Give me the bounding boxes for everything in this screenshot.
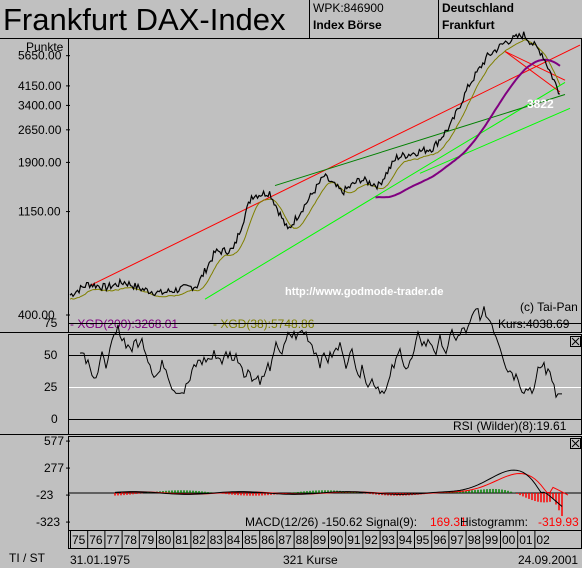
rsi-tick-label: 25: [44, 380, 58, 394]
rsi-tick-label: 0: [51, 412, 58, 426]
support-trendline: [204, 81, 566, 300]
x-tick-label: 94: [399, 533, 413, 547]
macd-plot-frame: [68, 436, 582, 531]
macd-line: [114, 469, 563, 507]
resistance-trendline: [89, 44, 581, 287]
x-tick-label: 97: [450, 533, 464, 547]
x-tick-label: 01: [519, 533, 533, 547]
count-label: 321 Kurse: [283, 553, 338, 567]
rsi-tick-label: 50: [44, 348, 58, 362]
macd-histogram-label: Histogramm:: [460, 515, 528, 529]
wpk-label: WPK:846900: [313, 1, 384, 15]
top-resistance-line: [504, 50, 566, 81]
main-plot-frame: [68, 38, 582, 333]
x-tick-label: 82: [192, 533, 206, 547]
macd-tick-label: 277: [44, 461, 64, 475]
y-tick-label: 3400.00: [18, 98, 62, 112]
x-tick-label: 91: [347, 533, 361, 547]
price-line: [69, 31, 561, 298]
rsi-line: [79, 306, 562, 399]
macd-tick-label: -323: [36, 515, 60, 529]
macd-tick-label: -23: [36, 488, 54, 502]
x-tick-label: 89: [313, 533, 327, 547]
channel-line: [274, 94, 566, 187]
rsi-close-icon[interactable]: [570, 336, 581, 347]
x-tick-label: 95: [416, 533, 430, 547]
y-axis-unit: Punkte: [26, 40, 64, 54]
rsi-plot-frame: [68, 334, 582, 435]
x-tick-label: 75: [72, 533, 86, 547]
x-tick-label: 81: [175, 533, 189, 547]
xgd200-line: [375, 58, 561, 199]
x-tick-label: 96: [433, 533, 447, 547]
y-tick-label: 1150.00: [18, 205, 61, 219]
y-tick-label: 4150.00: [18, 79, 62, 93]
x-tick-label: 76: [89, 533, 103, 547]
end-date-label: 24.09.2001: [518, 553, 578, 567]
rsi-tick-label: 75: [44, 316, 58, 330]
x-tick-label: 88: [296, 533, 310, 547]
x-tick-label: 84: [227, 533, 241, 547]
x-tick-label: 99: [485, 533, 499, 547]
x-tick-label: 77: [106, 533, 120, 547]
macd-tick-label: 577: [44, 434, 64, 448]
x-tick-label: 90: [330, 533, 344, 547]
support-trendline-2: [419, 107, 571, 174]
xgd38-line: [69, 39, 561, 300]
x-tick-label: 00: [502, 533, 516, 547]
y-tick-label: 2650.00: [18, 123, 62, 137]
x-tick-label: 02: [536, 533, 550, 547]
watermark-url: http://www.godmode-trader.de: [285, 286, 443, 298]
page-title: Frankfurt DAX-Index: [3, 2, 286, 37]
macd-signal-value: 169.31: [430, 515, 467, 529]
x-tick-label: 80: [158, 533, 172, 547]
top-support-line: [504, 51, 561, 93]
country-label: Deutschland: [442, 1, 515, 15]
rsi-label: RSI (Wilder)(8):19.61: [453, 419, 567, 433]
x-tick-label: 79: [141, 533, 155, 547]
macd-label: MACD(12/26) -150.62 Signal(9):: [245, 515, 417, 529]
last-price-label: 3822: [527, 97, 554, 111]
x-tick-label: 87: [278, 533, 292, 547]
ti-st-label: TI / ST: [9, 551, 46, 565]
macd-histogram-value: -319.93: [538, 515, 579, 529]
y-tick-label: 1900.00: [18, 155, 62, 169]
x-tick-label: 93: [382, 533, 396, 547]
y-tick-label: 5650.00: [18, 49, 62, 63]
city-label: Frankfurt: [442, 18, 495, 32]
x-tick-label: 98: [468, 533, 482, 547]
start-date-label: 31.01.1975: [70, 553, 130, 567]
y-tick-label: 400.00: [18, 308, 55, 322]
copyright-label: (c) Tai-Pan: [520, 300, 578, 314]
x-tick-label: 85: [244, 533, 258, 547]
macd-close-icon[interactable]: [570, 438, 581, 449]
exchange-label: Index Börse: [313, 18, 382, 32]
x-tick-label: 83: [210, 533, 224, 547]
x-tick-label: 86: [261, 533, 275, 547]
x-tick-label: 92: [364, 533, 378, 547]
x-tick-label: 78: [124, 533, 138, 547]
